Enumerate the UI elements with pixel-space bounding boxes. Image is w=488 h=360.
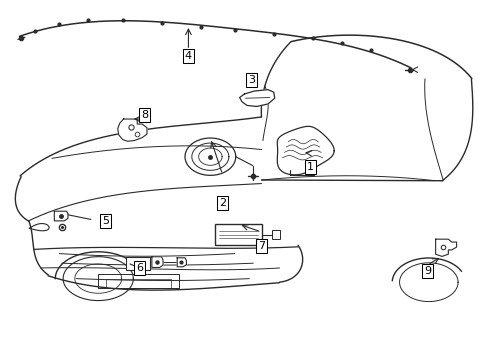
Bar <box>105 279 171 288</box>
Text: 6: 6 <box>136 263 143 273</box>
Polygon shape <box>435 239 456 256</box>
Text: 1: 1 <box>306 162 313 172</box>
Text: 3: 3 <box>248 75 255 85</box>
Text: 4: 4 <box>184 51 192 61</box>
Text: 8: 8 <box>141 111 148 121</box>
Text: 7: 7 <box>258 241 264 251</box>
Polygon shape <box>54 211 68 221</box>
Bar <box>126 257 150 270</box>
Text: 9: 9 <box>423 266 430 276</box>
Bar <box>98 274 178 288</box>
Polygon shape <box>277 126 333 175</box>
Text: 5: 5 <box>102 216 109 226</box>
Polygon shape <box>152 257 163 267</box>
Bar <box>271 230 280 239</box>
Text: 2: 2 <box>219 198 225 208</box>
Bar <box>215 224 261 245</box>
Polygon shape <box>118 119 147 141</box>
Polygon shape <box>239 90 274 107</box>
Polygon shape <box>177 258 186 267</box>
